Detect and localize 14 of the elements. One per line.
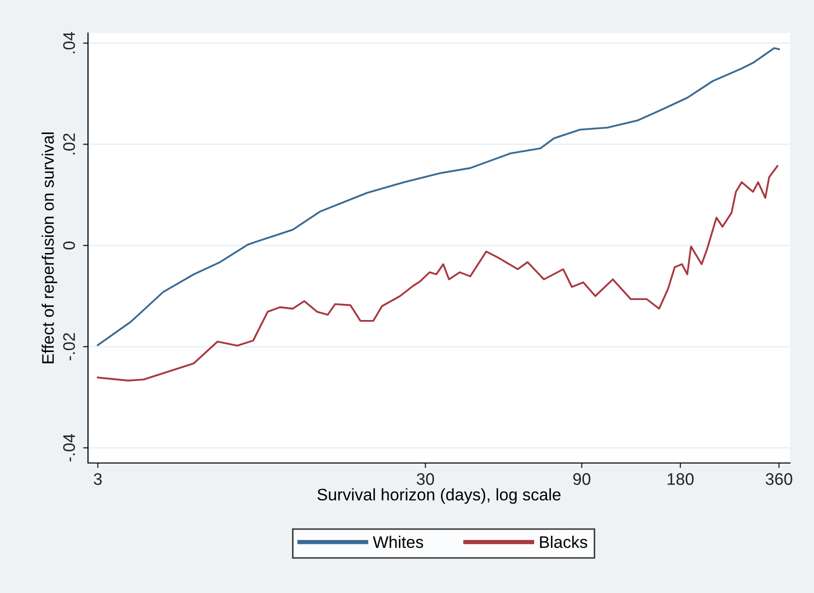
legend-label: Whites: [372, 536, 424, 548]
x-tick-label: 360: [766, 473, 792, 485]
y-tick-label: 0: [63, 241, 75, 250]
y-axis-title: Effect of reperfusion on survival: [42, 132, 58, 364]
x-axis-title: Survival horizon (days), log scale: [317, 488, 561, 504]
x-tick-label: 30: [416, 473, 434, 485]
legend-label: Blacks: [540, 536, 588, 548]
x-tick-label: 180: [668, 473, 694, 485]
x-tick-label: 90: [573, 473, 590, 485]
y-tick-label: -.02: [63, 333, 75, 360]
y-tick-label: .04: [63, 32, 75, 54]
x-tick-label: 3: [94, 473, 102, 485]
y-tick-label: .02: [63, 134, 75, 154]
y-tick-label: -.04: [63, 434, 75, 462]
